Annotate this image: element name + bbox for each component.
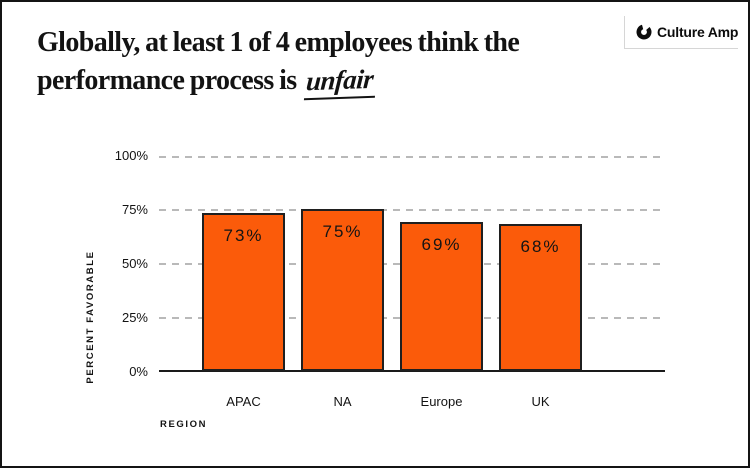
- logo-text: Culture Amp: [657, 24, 739, 40]
- y-tick-label-100: 100%: [114, 148, 148, 163]
- x-axis-title: REGION: [160, 419, 208, 430]
- y-tick-label-75: 75%: [121, 202, 148, 217]
- x-tick-label-europe: Europe: [420, 394, 463, 409]
- bar-value-label-apac: 73%: [223, 226, 264, 245]
- y-tick-label-50: 50%: [121, 256, 148, 271]
- culture-amp-logo: Culture Amp: [624, 16, 738, 49]
- x-tick-label-uk: UK: [531, 394, 550, 409]
- culture-amp-c-icon: [636, 24, 652, 40]
- headline-line-2-text: performance process is: [37, 65, 297, 96]
- unfair-highlight: unfair: [303, 64, 377, 101]
- gridline-100: [159, 156, 665, 158]
- plot-area: 73% 75% 69% 68%: [159, 156, 665, 372]
- x-tick-label-na: NA: [333, 394, 352, 409]
- y-axis-title: PERCENT FAVORABLE: [85, 250, 96, 384]
- bar-uk: 68%: [499, 224, 582, 371]
- gridline-75: [159, 209, 665, 211]
- y-tick-label-25: 25%: [121, 310, 148, 325]
- headline-line-2: performance process is unfair: [37, 62, 617, 101]
- bar-value-label-europe: 69%: [421, 235, 462, 254]
- x-axis-line: [159, 370, 665, 372]
- bar-na: 75%: [301, 209, 384, 371]
- bar-apac: 73%: [202, 213, 285, 371]
- chart-headline: Globally, at least 1 of 4 employees thin…: [37, 24, 617, 101]
- bar-value-label-na: 75%: [322, 222, 363, 241]
- bar-europe: 69%: [400, 222, 483, 371]
- headline-line-1: Globally, at least 1 of 4 employees thin…: [37, 27, 520, 58]
- y-tick-label-0: 0%: [129, 364, 148, 379]
- x-tick-label-apac: APAC: [226, 394, 261, 409]
- bar-value-label-uk: 68%: [520, 237, 561, 256]
